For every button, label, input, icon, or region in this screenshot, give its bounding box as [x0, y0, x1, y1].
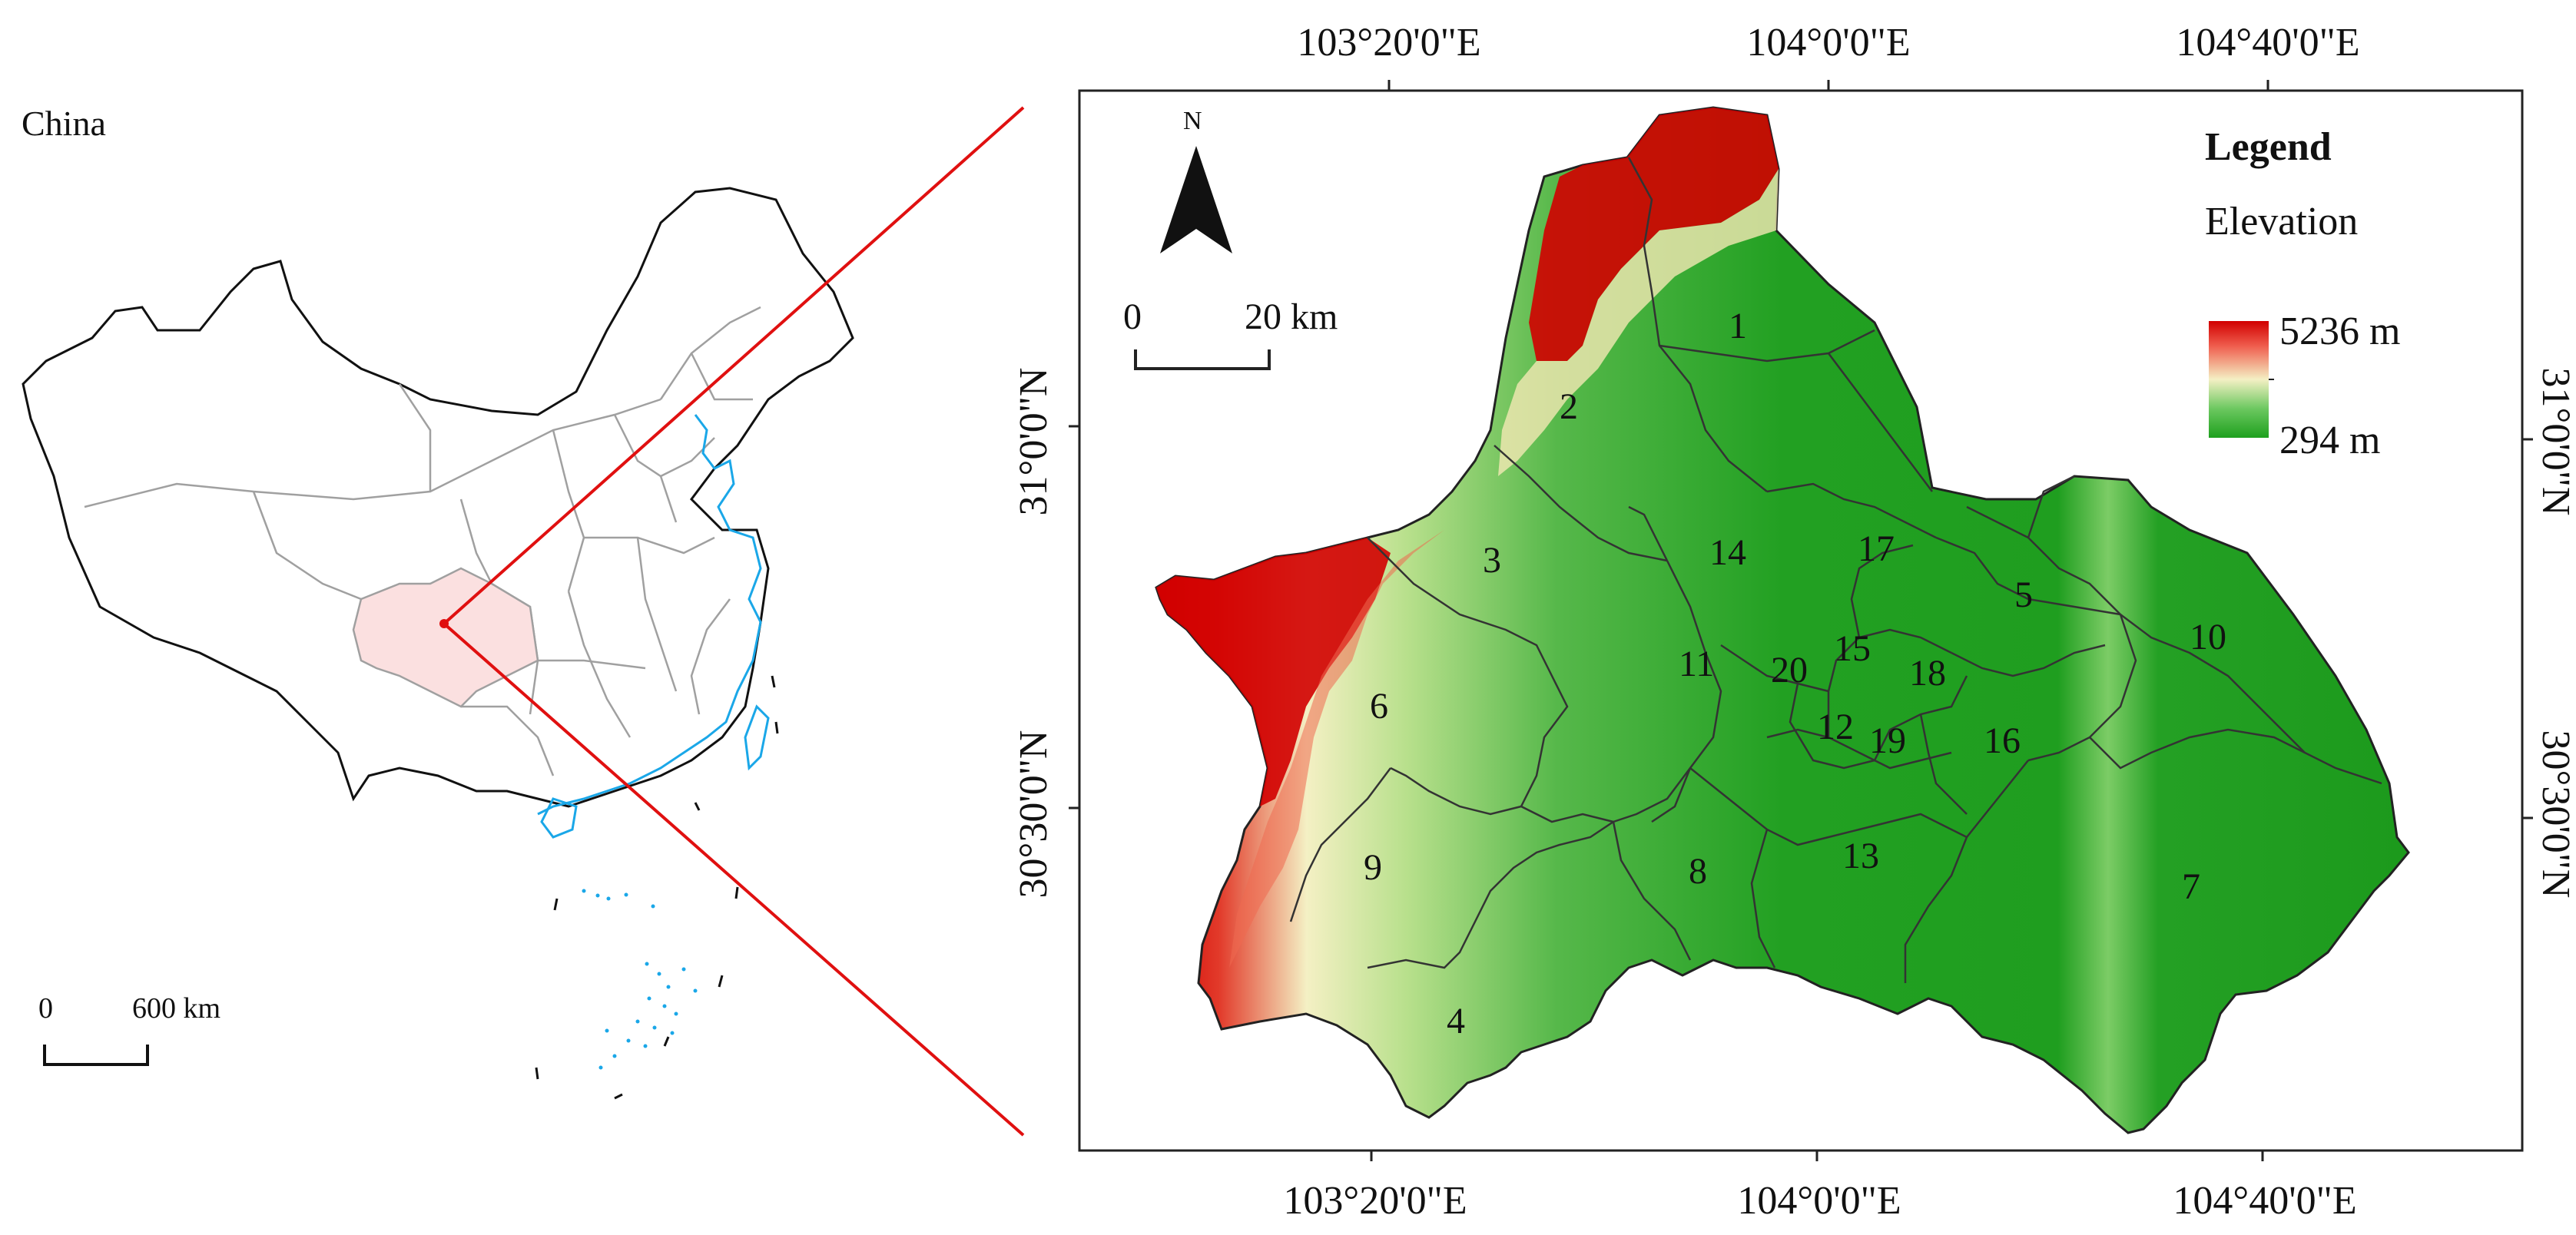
axis-ticks: [1069, 80, 2533, 1161]
left-axis-label-2: 30°30'0"N: [1012, 730, 1056, 899]
district-boundaries: [1289, 157, 2382, 983]
north-arrow: N: [1160, 107, 1232, 253]
district-label-6: 6: [1370, 686, 1388, 727]
legend-title: Legend: [2205, 125, 2332, 169]
province-boundaries: [84, 306, 761, 776]
right-axis-label-1: 31°0'0"N: [2534, 368, 2576, 516]
district-label-12: 12: [1817, 707, 1854, 747]
elevation-color-ramp: [2209, 321, 2269, 438]
district-label-2: 2: [1560, 386, 1578, 427]
main-map: 1 2 3 4 5 6 7 8 9 10 11 12 13 14 15 16 1…: [1069, 80, 2533, 1161]
bottom-axis-label-3: 104°40'0"E: [2173, 1179, 2356, 1223]
district-label-4: 4: [1447, 1001, 1465, 1041]
district-label-15: 15: [1834, 628, 1871, 669]
high-mountains: [1156, 108, 1779, 968]
inset-scale-zero: 0: [38, 992, 53, 1025]
district-label-14: 14: [1709, 532, 1746, 573]
sichuan-province: [352, 567, 539, 708]
legend-min-label: 294 m: [2279, 419, 2380, 462]
district-labels: 1 2 3 4 5 6 7 8 9 10 11 12 13 14 15 16 1…: [1364, 306, 2226, 1041]
district-label-16: 16: [1984, 720, 2021, 761]
bottom-axis-label-1: 103°20'0"E: [1283, 1179, 1467, 1223]
left-axis-label-1: 31°0'0"N: [1012, 368, 1056, 516]
district-label-8: 8: [1689, 851, 1707, 892]
top-axis-label-3: 104°40'0"E: [2176, 21, 2359, 65]
district-label-5: 5: [2014, 574, 2033, 615]
axis-labels: 103°20'0"E 104°0'0"E 104°40'0"E 103°20'0…: [1012, 21, 2576, 1223]
north-arrow-icon: [1160, 146, 1232, 253]
district-label-19: 19: [1869, 720, 1906, 761]
south-china-sea-islands: [582, 889, 698, 1070]
district-label-18: 18: [1909, 653, 1946, 694]
map-scale-zero: 0: [1123, 296, 1142, 337]
district-label-9: 9: [1364, 847, 1382, 888]
taiwan-island: [744, 704, 770, 771]
north-label: N: [1183, 107, 1202, 135]
china-outline: [22, 187, 854, 808]
district-label-11: 11: [1679, 644, 1714, 684]
top-axis-label-2: 104°0'0"E: [1746, 21, 1910, 65]
china-inset: China: [22, 104, 854, 1100]
legend: Legend Elevation 5236 m 294 m: [2205, 125, 2400, 462]
district-label-13: 13: [1842, 836, 1879, 876]
coastline: [537, 414, 762, 816]
right-axis-label-2: 30°30'0"N: [2534, 730, 2576, 899]
legend-subtitle: Elevation: [2205, 200, 2358, 243]
inset-scale-bar: 0 600 km: [38, 992, 220, 1066]
district-label-17: 17: [1858, 528, 1895, 569]
map-scale-bar: 0 20 km: [1123, 296, 1338, 370]
leader-lines: [443, 106, 1025, 1137]
district-label-10: 10: [2190, 617, 2226, 657]
inset-scale-distance: 600 km: [132, 992, 220, 1025]
south-china-sea-dashes: [535, 675, 779, 1100]
hainan-island: [540, 797, 578, 839]
bottom-axis-label-2: 104°0'0"E: [1737, 1179, 1901, 1223]
inset-title: China: [22, 104, 106, 143]
district-label-20: 20: [1771, 650, 1808, 690]
map-scale-distance: 20 km: [1245, 296, 1338, 337]
top-axis-label-1: 103°20'0"E: [1297, 21, 1480, 65]
district-label-1: 1: [1729, 306, 1747, 346]
district-label-3: 3: [1483, 540, 1501, 581]
legend-max-label: 5236 m: [2279, 310, 2400, 353]
district-label-7: 7: [2182, 866, 2200, 907]
